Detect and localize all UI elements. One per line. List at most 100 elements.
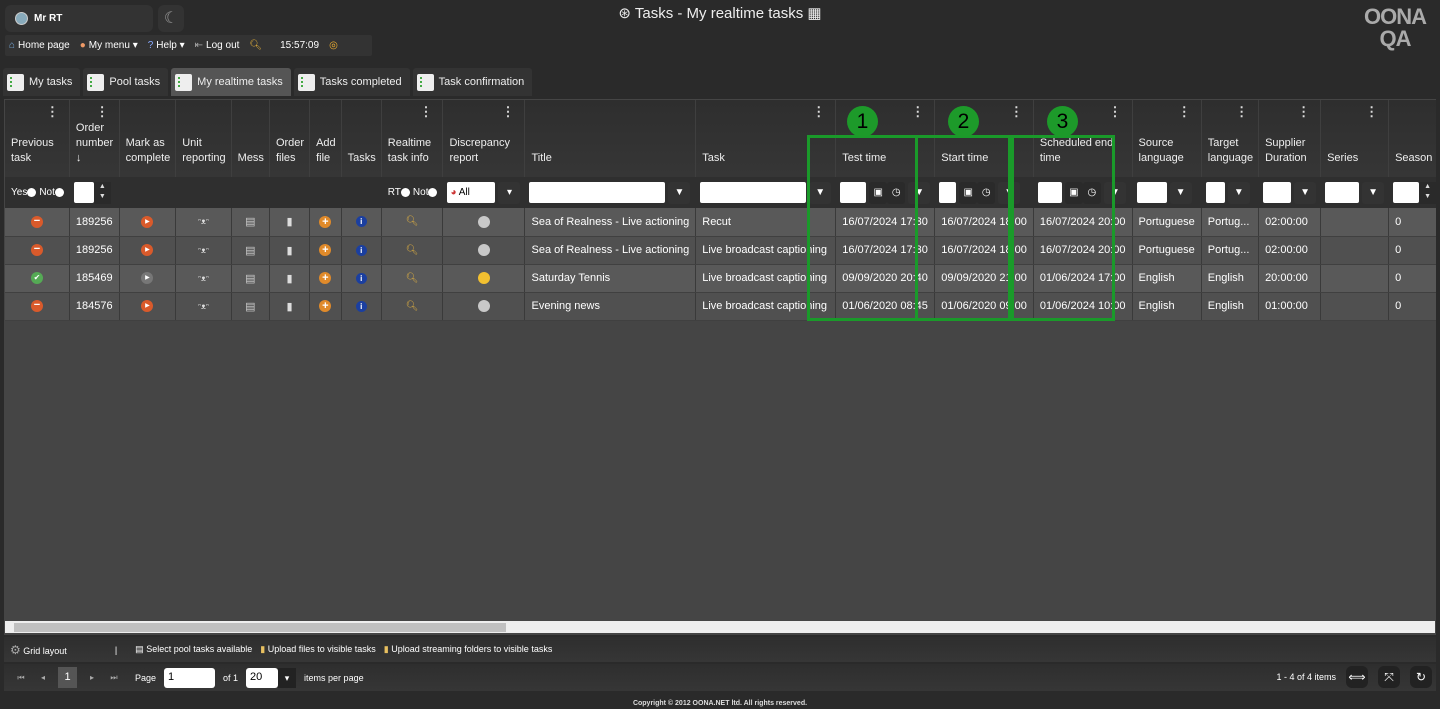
column-header[interactable]: ⋮ Previous task	[5, 100, 70, 177]
magnifier-icon[interactable]: 🔍︎	[405, 244, 419, 256]
message-icon[interactable]: ▤	[245, 300, 256, 313]
column-header[interactable]: Add file	[309, 100, 342, 177]
discrepancy-status-icon[interactable]	[477, 244, 490, 257]
discrepancy-status-icon[interactable]	[477, 272, 490, 285]
play-icon[interactable]: ▶	[141, 272, 154, 285]
datetime-filter-input[interactable]	[1037, 182, 1062, 203]
column-header[interactable]: Season	[1388, 100, 1436, 177]
filter-radio[interactable]	[54, 187, 64, 197]
search-icon[interactable]: 🔍︎	[249, 40, 263, 51]
column-header[interactable]: ⋮ Realtime task info	[381, 100, 444, 177]
magnifier-icon[interactable]: 🔍︎	[405, 216, 419, 228]
current-page-button[interactable]: 1	[58, 667, 77, 688]
discrepancy-status-icon[interactable]	[477, 300, 490, 313]
spinner-icon[interactable]: ▲ ▼	[93, 181, 111, 204]
page-size-select[interactable]: 20 ▾	[246, 667, 297, 688]
column-menu-icon[interactable]: ⋮	[1108, 104, 1122, 119]
cat-face-icon[interactable]: ᵔᴥᵔ	[197, 273, 209, 283]
column-menu-icon[interactable]: ⋮	[45, 104, 59, 119]
chevron-down-icon[interactable]: ▾	[498, 181, 521, 204]
menu-log-out[interactable]: ⇤ Log out	[194, 40, 240, 51]
filter-funnel-icon[interactable]: ▼	[1362, 181, 1385, 204]
column-menu-icon[interactable]: ⋮	[1297, 104, 1311, 119]
discrepancy-filter-select[interactable]: ◕ All	[447, 182, 496, 203]
add-file-icon[interactable]: +	[319, 244, 332, 257]
table-row[interactable]: − 189256 ▶ ᵔᴥᵔ ▤ ▮ + i 🔍︎ Sea of Realness - Live …	[5, 208, 1436, 237]
next-page-icon[interactable]: ▸	[89, 673, 94, 682]
add-file-icon[interactable]: +	[319, 215, 332, 228]
filter-funnel-icon[interactable]: ▼	[908, 181, 931, 204]
dark-mode-toggle-moon-icon[interactable]: ☾	[158, 5, 184, 32]
minus-circle-icon[interactable]: −	[30, 244, 43, 257]
filter-funnel-icon[interactable]: ▼	[998, 181, 1021, 204]
table-row[interactable]: − 189256 ▶ ᵔᴥᵔ ▤ ▮ + i 🔍︎ Sea of Realness - Live …	[5, 236, 1436, 265]
column-header[interactable]: Tasks	[341, 100, 382, 177]
column-header[interactable]: ⋮ Target language	[1201, 100, 1260, 177]
last-page-icon[interactable]: ⏭	[110, 672, 118, 682]
column-menu-icon[interactable]: ⋮	[95, 104, 109, 119]
select-pool-tasks-button[interactable]: ▤ Select pool tasks available	[135, 644, 253, 654]
file-icon[interactable]: ▮	[286, 300, 293, 313]
column-menu-icon[interactable]: ⋮	[419, 104, 433, 119]
info-icon[interactable]: i	[355, 216, 367, 228]
info-icon[interactable]: i	[355, 244, 367, 256]
datetime-filter-input[interactable]	[939, 182, 957, 203]
filter-radio[interactable]	[428, 187, 438, 197]
file-icon[interactable]: ▮	[286, 244, 293, 257]
text-filter-input[interactable]	[1325, 182, 1360, 203]
cat-face-icon[interactable]: ᵔᴥᵔ	[197, 245, 209, 255]
cat-face-icon[interactable]: ᵔᴥᵔ	[197, 217, 209, 227]
magnifier-icon[interactable]: 🔍︎	[405, 300, 419, 312]
menu-help[interactable]: ? Help ▾	[147, 40, 185, 51]
column-menu-icon[interactable]: ⋮	[501, 104, 515, 119]
message-icon[interactable]: ▤	[245, 244, 256, 257]
message-icon[interactable]: ▤	[245, 272, 256, 285]
upload-streaming-folders-button[interactable]: ▮ Upload streaming folders to visible ta…	[383, 644, 553, 654]
grid-layout-button[interactable]: ⚙ Grid layout	[10, 642, 67, 657]
filter-radio[interactable]	[400, 187, 410, 197]
column-menu-icon[interactable]: ⋮	[911, 104, 925, 119]
spinner-icon[interactable]: ▲ ▼	[1419, 181, 1436, 204]
play-icon[interactable]: ▶	[141, 244, 154, 257]
refresh-icon[interactable]: ↻	[1410, 666, 1432, 688]
table-row[interactable]: − 184576 ▶ ᵔᴥᵔ ▤ ▮ + i 🔍︎ Evening news Live broadc…	[5, 292, 1436, 321]
column-header[interactable]: ⋮ Scheduled end time	[1033, 100, 1133, 177]
tab-task-confirmation[interactable]: Task confirmation	[412, 68, 533, 96]
column-header[interactable]: ⋮ Task	[695, 100, 837, 177]
minus-circle-icon[interactable]: −	[30, 215, 43, 228]
upload-files-button[interactable]: ▮ Upload files to visible tasks	[260, 644, 376, 654]
column-header[interactable]: ⋮ Supplier Duration	[1258, 100, 1322, 177]
file-icon[interactable]: ▮	[286, 216, 293, 229]
column-header[interactable]: ⋮ Discrepancy report	[442, 100, 526, 177]
filter-funnel-icon[interactable]: ▼	[668, 181, 691, 204]
tab-my-tasks[interactable]: My tasks	[3, 68, 81, 96]
column-header[interactable]: ⋮ Series	[1320, 100, 1390, 177]
text-filter-input[interactable]	[1136, 182, 1167, 203]
numeric-filter-input[interactable]	[73, 182, 94, 203]
user-profile-button[interactable]: Mr RT	[5, 5, 153, 32]
autofit-columns-icon[interactable]: ⟺	[1346, 666, 1368, 688]
tab-tasks-completed[interactable]: Tasks completed	[293, 68, 410, 96]
column-menu-icon[interactable]: ⋮	[1009, 104, 1023, 119]
column-header[interactable]: Mark as complete	[119, 100, 177, 177]
filter-funnel-icon[interactable]: ▼	[1169, 181, 1192, 204]
text-filter-input[interactable]	[1205, 182, 1225, 203]
minus-circle-icon[interactable]: −	[30, 300, 43, 313]
clock-icon[interactable]: ◷	[887, 181, 906, 204]
message-icon[interactable]: ▤	[245, 216, 256, 229]
discrepancy-status-icon[interactable]	[477, 215, 490, 228]
menu-home-page[interactable]: ⌂ Home page	[9, 40, 70, 51]
add-file-icon[interactable]: +	[319, 272, 332, 285]
column-header[interactable]: ⋮ Source language	[1132, 100, 1202, 177]
info-icon[interactable]: i	[355, 272, 367, 284]
datetime-filter-input[interactable]	[840, 182, 867, 203]
table-row[interactable]: ✔ 185469 ▶ ᵔᴥᵔ ▤ ▮ + i 🔍︎ Saturday Tennis Live bro…	[5, 264, 1436, 293]
file-icon[interactable]: ▮	[286, 272, 293, 285]
info-icon[interactable]: i	[355, 300, 367, 312]
column-menu-icon[interactable]: ⋮	[1365, 104, 1379, 119]
support-lifebuoy-icon[interactable]: ◎	[329, 40, 338, 51]
filter-funnel-icon[interactable]: ▼	[1294, 181, 1317, 204]
add-file-icon[interactable]: +	[319, 300, 332, 313]
clock-icon[interactable]: ◷	[977, 181, 996, 204]
play-icon[interactable]: ▶	[141, 300, 154, 313]
